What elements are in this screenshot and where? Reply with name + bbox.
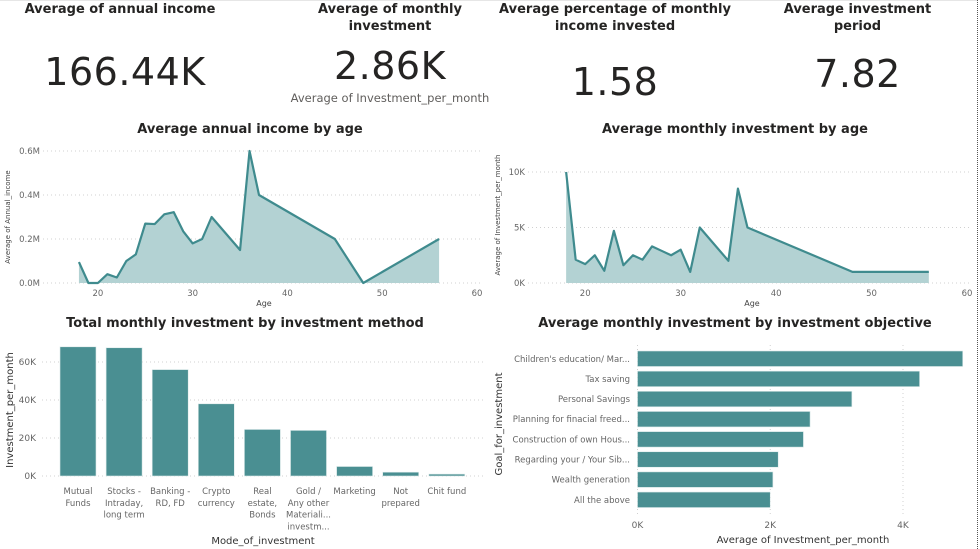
y-axis-label: Investment_per_month: [5, 352, 16, 468]
card-value: 7.82: [814, 52, 901, 96]
bar[interactable]: [637, 491, 771, 508]
x-tick-label: 30: [187, 289, 198, 299]
series-line: [77, 149, 440, 285]
y-tick-label: 40K: [19, 396, 37, 406]
bar[interactable]: [151, 369, 189, 477]
bar[interactable]: [637, 471, 774, 488]
x-tick-label: 40: [282, 289, 293, 299]
x-tick-label: Mutual: [63, 487, 92, 497]
y-tick-label: Tax saving: [584, 375, 630, 385]
y-tick-label: Personal Savings: [558, 395, 631, 405]
x-tick-label: 50: [377, 289, 388, 299]
y-tick-label: 60K: [19, 358, 37, 368]
chart-title-investment-by-age: Average monthly investment by age: [602, 122, 868, 137]
bar[interactable]: [336, 466, 373, 477]
y-tick-label: Wealth generation: [552, 476, 630, 486]
x-tick-label: 0K: [632, 521, 645, 531]
top-divider: [0, 0, 977, 1]
card-title: Average percentage of monthly income inv…: [499, 2, 731, 34]
bar[interactable]: [637, 451, 779, 468]
card-value: 166.44K: [44, 50, 206, 94]
x-tick-label: 30: [675, 289, 686, 299]
y-tick-label: Children's education/ Mar...: [514, 355, 630, 365]
x-tick-label: investm...: [287, 522, 329, 532]
y-tick-label: 0K: [514, 279, 525, 289]
y-axis-label: Goal_for_investment: [494, 372, 505, 475]
card-title: Average of annual income: [24, 2, 216, 17]
chart-title-investment-by-objective: Average monthly investment by investment…: [538, 316, 932, 331]
y-tick-label: 0.2M: [19, 235, 40, 245]
x-tick-label: 40: [771, 289, 782, 299]
bar[interactable]: [105, 347, 143, 477]
card-subtitle: Average of Investment_per_month: [290, 91, 490, 105]
bar[interactable]: [637, 431, 804, 448]
card-title: Average of monthly investment: [318, 2, 462, 34]
bar[interactable]: [382, 471, 420, 477]
bar[interactable]: [290, 430, 327, 477]
bar[interactable]: [198, 403, 235, 477]
x-axis-label: Mode_of_investment: [211, 536, 314, 547]
x-axis-label: Age: [744, 299, 760, 308]
x-tick-label: Funds: [65, 499, 91, 509]
x-tick-label: RD, FD: [156, 499, 186, 509]
card-value: 2.86K: [333, 44, 447, 88]
x-tick-label: prepared: [381, 499, 419, 509]
series-line: [565, 171, 929, 273]
y-axis-label: Average of Investment_per_month: [494, 155, 502, 276]
x-tick-label: Banking -: [150, 487, 190, 497]
x-tick-label: 60: [472, 289, 483, 299]
x-tick-label: Real: [253, 487, 271, 497]
bar[interactable]: [637, 350, 964, 367]
chart-title-investment-by-method: Total monthly investment by investment m…: [66, 316, 424, 331]
x-tick-label: Chit fund: [427, 487, 466, 497]
y-axis-label: Average of Annual_income: [4, 170, 12, 263]
bar[interactable]: [637, 411, 811, 428]
x-tick-label: 50: [866, 289, 877, 299]
y-tick-label: 0.4M: [19, 191, 40, 201]
x-tick-label: Bonds: [249, 511, 276, 521]
x-tick-label: Not: [393, 487, 409, 497]
card-value: 1.58: [571, 60, 659, 104]
x-axis-label: Average of Investment_per_month: [717, 535, 890, 546]
x-tick-label: Marketing: [333, 487, 375, 497]
x-tick-label: Crypto: [202, 487, 230, 497]
bar[interactable]: [428, 473, 466, 477]
y-tick-label: 0.6M: [19, 147, 40, 157]
x-axis-label: Age: [256, 299, 272, 308]
bar[interactable]: [637, 390, 853, 408]
x-tick-label: 4K: [897, 521, 910, 531]
x-tick-label: 20: [92, 289, 103, 299]
y-tick-label: 10K: [509, 168, 526, 178]
y-tick-label: Regarding your / Your Sib...: [515, 456, 630, 466]
x-tick-label: estate,: [248, 499, 277, 509]
y-tick-label: Planning for finacial freed...: [513, 415, 630, 425]
x-tick-label: Stocks -: [107, 487, 141, 497]
x-tick-label: 60: [962, 289, 973, 299]
visual-container-border: [977, 0, 978, 549]
bar[interactable]: [637, 370, 920, 387]
y-tick-label: 0K: [24, 472, 37, 482]
x-tick-label: long term: [103, 511, 144, 521]
card-title: Average investment period: [783, 2, 932, 34]
x-tick-label: Any other: [288, 499, 330, 509]
x-tick-label: Gold /: [296, 487, 321, 497]
x-tick-label: 2K: [764, 521, 777, 531]
x-tick-label: Materiali...: [286, 511, 331, 521]
chart-title-income-by-age: Average annual income by age: [137, 122, 363, 137]
x-tick-label: Intraday,: [105, 499, 143, 509]
y-tick-label: 5K: [514, 224, 525, 234]
x-tick-label: currency: [198, 499, 235, 509]
x-tick-label: 20: [580, 289, 591, 299]
area-fill: [78, 151, 440, 283]
bar[interactable]: [244, 429, 281, 477]
y-tick-label: 0.0M: [19, 279, 40, 289]
y-tick-label: 20K: [19, 434, 37, 444]
bar[interactable]: [59, 346, 97, 477]
y-tick-label: All the above: [574, 496, 630, 506]
y-tick-label: Construction of own Hous...: [513, 435, 630, 445]
